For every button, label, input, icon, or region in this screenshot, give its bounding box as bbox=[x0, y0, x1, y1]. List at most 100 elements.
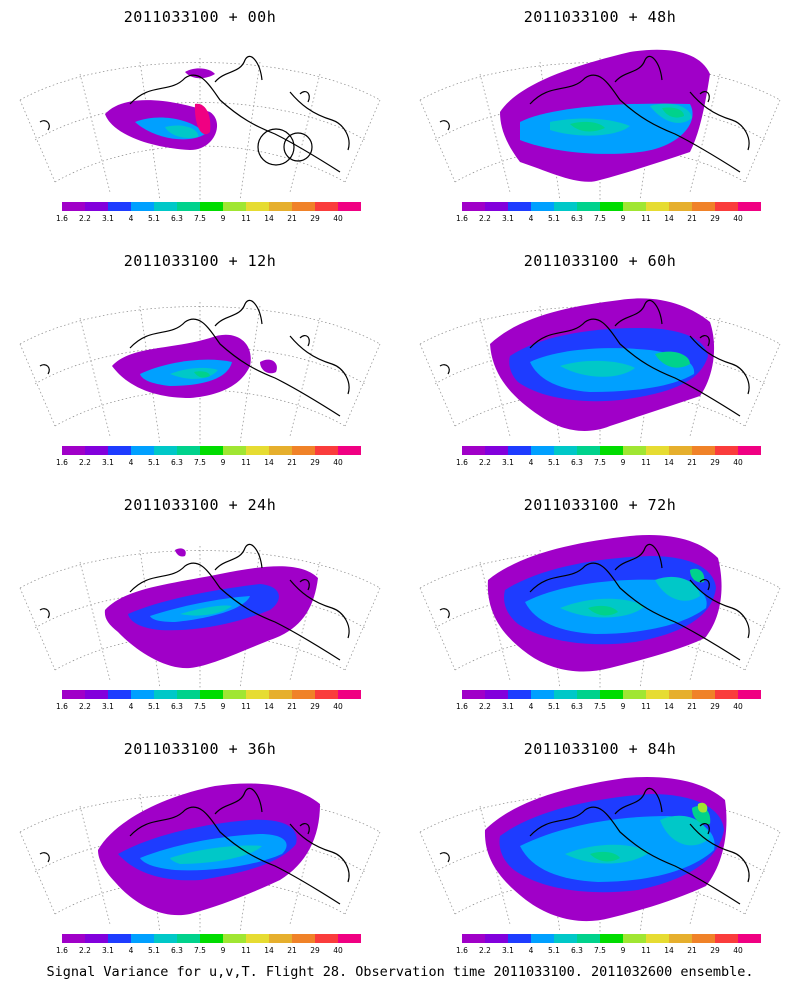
colorbar-tick: 1.6 bbox=[456, 458, 468, 467]
colorbar-tick: 5.1 bbox=[548, 702, 560, 711]
colorbar-tick: 14 bbox=[264, 946, 274, 955]
colorbar-tick: 11 bbox=[641, 946, 651, 955]
colorbar-tick: 29 bbox=[310, 214, 320, 223]
colorbar-tick: 7.5 bbox=[594, 214, 606, 223]
colorbar-swatch bbox=[623, 446, 646, 455]
colorbar bbox=[62, 934, 361, 943]
colorbar-tick: 6.3 bbox=[571, 702, 583, 711]
map-12h bbox=[19, 299, 381, 446]
colorbar-tick: 6.3 bbox=[571, 946, 583, 955]
colorbar-tick: 29 bbox=[310, 458, 320, 467]
colorbar-swatch bbox=[462, 934, 485, 943]
colorbar-swatch bbox=[692, 202, 715, 211]
colorbar-swatch bbox=[223, 934, 246, 943]
coastlines bbox=[439, 55, 750, 173]
colorbar-tick: 21 bbox=[287, 702, 297, 711]
colorbar-tick: 4 bbox=[128, 702, 134, 711]
colorbar-swatch bbox=[154, 446, 177, 455]
colorbar-tick: 2.2 bbox=[79, 214, 91, 223]
colorbar-ticks: 1.6 2.2 3.1 4 5.1 6.3 7.5 9 11 14 21 29 40 bbox=[56, 214, 362, 226]
colorbar-tick: 14 bbox=[664, 458, 674, 467]
colorbar-swatch bbox=[292, 446, 315, 455]
colorbar-swatch bbox=[646, 690, 669, 699]
signal-field bbox=[484, 776, 727, 922]
colorbar-swatch bbox=[508, 202, 531, 211]
colorbar-swatch bbox=[462, 202, 485, 211]
colorbar-tick: 5.1 bbox=[148, 946, 160, 955]
panel-title: 2011033100 + 48h bbox=[523, 8, 677, 26]
colorbar-tick: 9 bbox=[620, 214, 626, 223]
colorbar-ticks: 1.6 2.2 3.1 4 5.1 6.3 7.5 9 11 14 21 29 40 bbox=[56, 702, 362, 714]
colorbar-swatch bbox=[669, 934, 692, 943]
colorbar-swatch bbox=[85, 934, 108, 943]
colorbar-tick: 4 bbox=[528, 458, 534, 467]
panel-title: 2011033100 + 12h bbox=[123, 252, 277, 270]
colorbar-swatch bbox=[738, 446, 761, 455]
colorbar-swatch bbox=[108, 934, 131, 943]
colorbar-swatch bbox=[669, 446, 692, 455]
signal-field bbox=[112, 334, 277, 398]
colorbar-tick: 2.2 bbox=[479, 946, 491, 955]
map-60h bbox=[419, 298, 781, 446]
colorbar-swatch bbox=[62, 202, 85, 211]
colorbar-swatch bbox=[200, 934, 223, 943]
colorbar bbox=[462, 934, 761, 943]
colorbar-tick: 40 bbox=[333, 702, 343, 711]
colorbar-tick: 6.3 bbox=[571, 458, 583, 467]
colorbar-swatch bbox=[554, 446, 577, 455]
map-24h bbox=[19, 543, 381, 690]
colorbar-tick: 4 bbox=[528, 214, 534, 223]
colorbar-swatch bbox=[154, 934, 177, 943]
colorbar-tick: 7.5 bbox=[594, 458, 606, 467]
map-48h bbox=[419, 49, 781, 202]
colorbar-tick: 11 bbox=[241, 702, 251, 711]
panel-36h: 2011033100 + 36h 1.6 2 bbox=[0, 732, 400, 976]
colorbar-tick: 3.1 bbox=[102, 946, 114, 955]
colorbar-tick: 5.1 bbox=[148, 458, 160, 467]
colorbar-swatch bbox=[554, 202, 577, 211]
colorbar-ticks: 1.6 2.2 3.1 4 5.1 6.3 7.5 9 11 14 21 29 40 bbox=[56, 946, 362, 958]
colorbar-swatch bbox=[531, 690, 554, 699]
colorbar-tick: 29 bbox=[710, 946, 720, 955]
colorbar-tick: 9 bbox=[620, 458, 626, 467]
colorbar-swatch bbox=[292, 202, 315, 211]
colorbar-swatch bbox=[577, 202, 600, 211]
colorbar-swatch bbox=[508, 934, 531, 943]
colorbar-tick: 4 bbox=[128, 946, 134, 955]
colorbar-tick: 6.3 bbox=[571, 214, 583, 223]
colorbar-swatch bbox=[269, 934, 292, 943]
coastlines bbox=[39, 55, 350, 173]
colorbar-swatch bbox=[623, 934, 646, 943]
colorbar-swatch bbox=[508, 690, 531, 699]
colorbar-tick: 6.3 bbox=[171, 458, 183, 467]
panel-title: 2011033100 + 84h bbox=[523, 740, 677, 758]
colorbar-tick: 29 bbox=[310, 702, 320, 711]
coastlines bbox=[39, 543, 350, 661]
signal-field bbox=[98, 783, 320, 916]
colorbar-tick: 14 bbox=[264, 702, 274, 711]
panel-12h: 2011033100 + 12h bbox=[0, 244, 400, 488]
colorbar-swatch bbox=[669, 202, 692, 211]
colorbar-swatch bbox=[131, 202, 154, 211]
colorbar-swatch bbox=[292, 690, 315, 699]
colorbar-swatch bbox=[646, 934, 669, 943]
colorbar-tick: 40 bbox=[733, 214, 743, 223]
colorbar bbox=[462, 446, 761, 455]
colorbar-tick: 29 bbox=[310, 946, 320, 955]
colorbar-swatch bbox=[246, 690, 269, 699]
colorbar-tick: 1.6 bbox=[456, 946, 468, 955]
colorbar-swatch bbox=[531, 202, 554, 211]
colorbar-tick: 11 bbox=[241, 214, 251, 223]
colorbar-swatch bbox=[154, 202, 177, 211]
colorbar-tick: 1.6 bbox=[56, 214, 68, 223]
colorbar-swatch bbox=[692, 934, 715, 943]
colorbar-swatch bbox=[223, 202, 246, 211]
colorbar-swatch bbox=[462, 446, 485, 455]
coastlines bbox=[439, 787, 750, 905]
colorbar-swatch bbox=[600, 446, 623, 455]
coastlines bbox=[439, 543, 750, 661]
colorbar-swatch bbox=[246, 202, 269, 211]
signal-field bbox=[104, 548, 318, 669]
colorbar-tick: 3.1 bbox=[102, 702, 114, 711]
panel-48h: 2011033100 + 48h bbox=[400, 0, 800, 244]
